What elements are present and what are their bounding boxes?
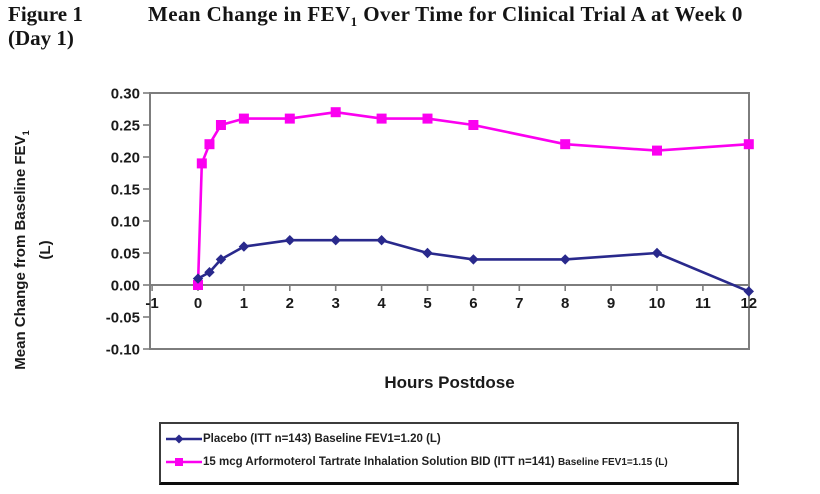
y-tick-label: 0.10 — [111, 214, 140, 231]
data-point-marker-square — [284, 113, 295, 124]
figure-day-label: (Day 1) — [8, 26, 74, 50]
y-tick-label: 0.15 — [111, 182, 140, 199]
data-point-marker-diamond — [743, 286, 754, 297]
x-tick-label: 5 — [423, 295, 431, 312]
legend-label-placebo: Placebo (ITT n=143) Baseline FEV1=1.20 (… — [203, 433, 441, 445]
data-point-marker-square — [652, 145, 662, 156]
x-tick-label: 1 — [240, 295, 248, 312]
data-point-marker-square — [238, 113, 249, 124]
figure-title-subscript: 1 — [350, 14, 358, 30]
data-point-marker-diamond — [204, 267, 215, 278]
x-tick-label: 2 — [286, 295, 294, 312]
figure-number-label: Figure 1 — [8, 2, 83, 26]
line-chart: 0.30 0.25 0.20 0.15 0.10 0.05 0.00 -0.05 -0.10 -1… — [106, 86, 757, 359]
y-axis-title: Mean Change from Baseline FEV1 (L) — [11, 58, 54, 442]
data-point-marker-diamond — [238, 241, 250, 252]
figure-title-text-2: Over Time for Clinical Trial A at Week 0 — [357, 2, 743, 26]
y-tick-label: 0.20 — [111, 150, 140, 167]
legend-label-placebo-text: Placebo (ITT n=143) Baseline FEV1=1.20 (… — [203, 432, 441, 445]
x-tick-label: 11 — [695, 295, 711, 312]
data-point-marker-diamond — [376, 235, 387, 246]
data-point-marker-square — [376, 113, 387, 124]
y-tick-label: -0.05 — [106, 310, 140, 327]
y-tick-label: 0.00 — [111, 278, 140, 295]
x-tick-label: 9 — [607, 295, 615, 312]
x-tick-label: 7 — [515, 295, 523, 312]
data-point-marker-diamond — [284, 235, 295, 246]
data-point-marker-square — [193, 280, 203, 290]
y-axis-title-text: Mean Change from Baseline FEV — [12, 135, 29, 370]
y-axis-title-subscript: 1 — [21, 130, 31, 136]
x-tick-label: 6 — [469, 295, 477, 312]
data-point-marker-diamond — [192, 273, 204, 284]
x-axis-title: Hours Postdose — [384, 373, 515, 392]
data-point-marker-diamond — [468, 254, 479, 265]
y-axis-title-line1: Mean Change from Baseline FEV1 — [11, 58, 36, 442]
data-point-marker-square — [422, 113, 433, 124]
x-tick-label: 12 — [740, 295, 757, 312]
legend-box: Placebo (ITT n=143) Baseline FEV1=1.20 (… — [159, 422, 739, 485]
x-tick-label: 8 — [561, 295, 569, 312]
data-point-marker-square — [330, 107, 341, 118]
data-point-marker-diamond — [651, 247, 663, 259]
legend-label-arformoterol-text: 15 mcg Arformoterol Tartrate Inhalation … — [203, 455, 558, 468]
data-point-marker-diamond — [422, 247, 433, 259]
legend-marker-placebo-diamond — [166, 434, 202, 443]
data-point-marker-square — [215, 120, 226, 130]
legend-marker-arformoterol-square — [166, 457, 202, 466]
figure-title: Mean Change in FEV1 Over Time for Clinic… — [148, 2, 816, 30]
data-point-marker-diamond — [330, 235, 341, 246]
x-tick-label: 0 — [194, 295, 202, 312]
plot-border — [149, 92, 750, 350]
x-tick-label: -1 — [145, 295, 158, 312]
data-point-marker-square — [196, 158, 207, 169]
y-axis-title-line2: (L) — [37, 240, 54, 260]
x-tick-label: 4 — [377, 295, 386, 312]
legend-label-arformoterol-small: Baseline FEV1=1.15 (L) — [557, 456, 668, 468]
y-tick-label: 0.05 — [111, 246, 140, 263]
x-tick-label: 3 — [332, 295, 340, 312]
legend-marker-shape — [175, 457, 183, 466]
legend-row-placebo: Placebo (ITT n=143) Baseline FEV1=1.20 (… — [165, 428, 737, 449]
x-tick-label: 10 — [649, 295, 666, 312]
data-point-marker-square — [468, 120, 479, 130]
data-point-marker-diamond — [215, 254, 227, 265]
data-point-marker-square — [560, 139, 571, 150]
y-tick-label: 0.25 — [111, 118, 140, 135]
legend-label-arformoterol: 15 mcg Arformoterol Tartrate Inhalation … — [203, 456, 668, 468]
figure-title-text: Mean Change in FEV — [148, 2, 351, 26]
legend-marker-shape — [174, 434, 184, 443]
data-point-marker-diamond — [560, 254, 571, 265]
data-point-marker-square — [743, 139, 754, 150]
y-tick-label: 0.30 — [111, 86, 140, 103]
y-tick-label: -0.10 — [106, 342, 140, 359]
data-point-marker-square — [204, 139, 215, 150]
legend-row-arformoterol: 15 mcg Arformoterol Tartrate Inhalation … — [165, 451, 737, 472]
